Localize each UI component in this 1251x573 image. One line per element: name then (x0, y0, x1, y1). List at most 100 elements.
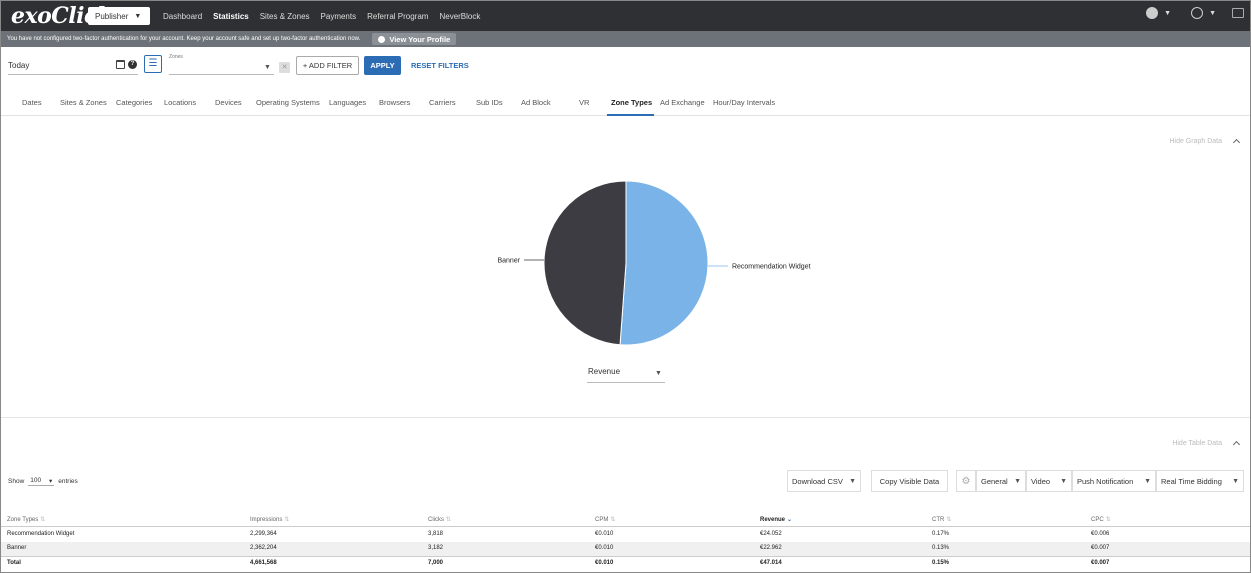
tab-vr[interactable]: VR (579, 98, 590, 107)
account-switch-label: Publisher (95, 11, 129, 21)
caret-down-icon: ▾ (49, 478, 53, 485)
user-icon[interactable] (1146, 7, 1159, 19)
entries-select[interactable]: 100 ▾ (28, 477, 55, 486)
caret-down-icon: ▼ (134, 12, 142, 20)
table-row[interactable]: Recommendation Widget 2,299,364 3,818 €0… (1, 528, 1250, 542)
zones-select[interactable] (169, 61, 274, 75)
sort-icon: ⇅ (446, 517, 452, 523)
tab-operating-systems[interactable]: Operating Systems (256, 98, 320, 107)
top-nav: exoClick Publisher ▼ Dashboard Statistic… (1, 1, 1250, 31)
col-ctr[interactable]: CTR ⇅ (932, 516, 951, 523)
col-ctr-label: CTR (932, 517, 945, 523)
group-rtb-select[interactable]: Real Time Bidding ▼ (1156, 470, 1244, 492)
tab-categories[interactable]: Categories (116, 98, 153, 107)
nav-referral-program[interactable]: Referral Program (367, 11, 429, 21)
nav-neverblock[interactable]: NeverBlock (439, 11, 481, 21)
sort-icon: ⇅ (610, 517, 616, 523)
tab-hour-day-intervals[interactable]: Hour/Day Intervals (713, 98, 776, 107)
col-revenue[interactable]: Revenue ⌄ (760, 516, 792, 523)
col-cpc[interactable]: CPC ⇅ (1091, 516, 1111, 523)
group-general-select[interactable]: General ▼ (976, 470, 1026, 492)
chevron-up-icon[interactable] (1232, 138, 1241, 147)
group-push-notification-select[interactable]: Push Notification ▼ (1072, 470, 1156, 492)
reset-filters-link[interactable]: RESET FILTERS (411, 61, 469, 70)
filter-row: Today ? ☰ Zones ▼ ✕ + ADD FILTER APPLY R… (1, 51, 1250, 81)
entries-value: 100 (30, 477, 42, 484)
clear-icon[interactable]: ✕ (279, 62, 290, 73)
tab-zone-types[interactable]: Zone Types (611, 98, 653, 107)
cell-cpm: €0.010 (595, 545, 614, 551)
col-zone-types[interactable]: Zone Types ⇅ (7, 516, 45, 523)
show-prefix: Show (8, 478, 25, 485)
calendar-icon[interactable] (116, 60, 125, 69)
nav-dashboard[interactable]: Dashboard (163, 11, 203, 21)
cell-revenue: €24.052 (760, 531, 782, 537)
col-clicks[interactable]: Clicks ⇅ (428, 516, 451, 523)
sort-icon: ⇅ (284, 517, 290, 523)
help-icon[interactable]: ? (128, 60, 137, 69)
report-tabs: Dates Sites & Zones Categories Locations… (1, 86, 1250, 116)
nav-statistics[interactable]: Statistics (213, 11, 249, 21)
cell-clicks: 3,818 (428, 531, 444, 537)
tab-dates[interactable]: Dates (22, 98, 42, 107)
download-csv-button[interactable]: Download CSV ▼ (787, 470, 861, 492)
filter-settings-button[interactable]: ☰ (144, 55, 162, 73)
show-suffix: entries (58, 478, 78, 485)
caret-down-icon[interactable]: ▼ (1209, 9, 1216, 17)
nav-sites-zones[interactable]: Sites & Zones (259, 11, 310, 21)
tab-sub-ids[interactable]: Sub IDs (476, 98, 503, 107)
nav-payments[interactable]: Payments (320, 11, 357, 21)
copy-visible-data-button[interactable]: Copy Visible Data (871, 470, 948, 492)
total-label: Total (7, 560, 21, 566)
tab-devices[interactable]: Devices (215, 98, 242, 107)
group-general-label: General (981, 476, 1008, 486)
cell-cpc: €0.007 (1091, 545, 1110, 551)
col-zone-types-label: Zone Types (7, 517, 39, 523)
graph-metric-select[interactable]: Revenue (587, 367, 665, 383)
hide-graph-toggle[interactable]: Hide Graph Data (1169, 138, 1222, 145)
date-range-input[interactable]: Today (8, 61, 138, 75)
tab-ad-exchange[interactable]: Ad Exchange (660, 98, 705, 107)
cell-cpm: €0.010 (595, 531, 614, 537)
group-rtb-label: Real Time Bidding (1161, 476, 1222, 486)
total-ctr: 0.15% (932, 560, 950, 566)
zones-label: Zones (169, 54, 183, 60)
col-impressions[interactable]: Impressions ⇅ (250, 516, 289, 523)
tab-locations[interactable]: Locations (164, 98, 197, 107)
group-video-select[interactable]: Video ▼ (1026, 470, 1072, 492)
account-switch-button[interactable]: Publisher ▼ (88, 7, 150, 25)
globe-icon[interactable] (1191, 7, 1204, 19)
chevron-up-icon[interactable] (1232, 440, 1241, 449)
total-clicks: 7,000 (428, 560, 444, 566)
caret-down-icon: ▼ (849, 477, 856, 485)
caret-down-icon[interactable]: ▼ (655, 370, 662, 377)
tab-ad-block[interactable]: Ad Block (521, 98, 551, 107)
cell-zone-type: Recommendation Widget (7, 531, 75, 537)
chat-icon[interactable] (1232, 8, 1244, 18)
pie-slice-label: Recommendation Widget (732, 263, 811, 270)
column-settings-button[interactable]: ⚙ (956, 470, 976, 492)
sort-icon: ⇅ (1105, 517, 1111, 523)
hide-table-toggle[interactable]: Hide Table Data (1172, 440, 1222, 447)
caret-down-icon[interactable]: ▼ (264, 64, 271, 71)
add-filter-button[interactable]: + ADD FILTER (296, 56, 359, 75)
tab-carriers[interactable]: Carriers (429, 98, 456, 107)
table-row[interactable]: Banner 2,362,204 3,182 €0.010 €22.962 0.… (1, 542, 1250, 556)
caret-down-icon: ▼ (1144, 477, 1151, 485)
tab-browsers[interactable]: Browsers (379, 98, 411, 107)
cell-revenue: €22.962 (760, 545, 782, 551)
pie-slice-recommendation-widget[interactable] (619, 180, 709, 346)
tab-languages[interactable]: Languages (329, 98, 367, 107)
col-cpm[interactable]: CPM ⇅ (595, 516, 615, 523)
pie-slice-banner[interactable] (543, 180, 627, 346)
cell-impressions: 2,299,364 (250, 531, 277, 537)
total-impressions: 4,661,568 (250, 560, 277, 566)
view-profile-link[interactable]: View Your Profile (372, 33, 457, 45)
copy-visible-label: Copy Visible Data (879, 476, 940, 486)
two-factor-alert: You have not configured two-factor authe… (1, 31, 1250, 47)
section-divider (1, 417, 1250, 418)
tab-sites-zones[interactable]: Sites & Zones (60, 98, 107, 107)
pie-slice-label: Banner (497, 258, 520, 265)
apply-button[interactable]: APPLY (364, 56, 401, 75)
caret-down-icon[interactable]: ▼ (1164, 9, 1172, 17)
